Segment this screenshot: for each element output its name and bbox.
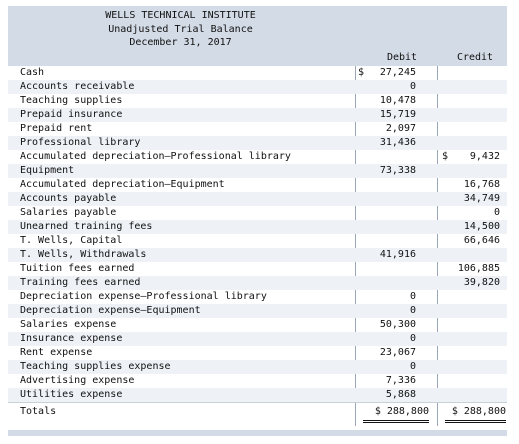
statement-date: December 31, 2017 xyxy=(129,37,232,48)
table-row: Tuition fees earned 106,885 xyxy=(8,262,507,276)
account-name: Salaries payable xyxy=(20,207,117,218)
account-name: Unearned training fees xyxy=(20,221,153,232)
credit-amount: 14,500 xyxy=(463,221,500,232)
table-row: Insurance expense 0 xyxy=(8,332,507,346)
table-row: Professional library 31,436 xyxy=(8,136,507,150)
account-name: T. Wells, Withdrawals xyxy=(20,249,147,260)
account-name: Accumulated depreciation—Equipment xyxy=(20,179,225,190)
account-name: Utilities expense xyxy=(20,389,123,400)
table-row: Unearned training fees 14,500 xyxy=(8,220,507,234)
totals-label: Totals xyxy=(20,406,57,417)
credit-amount: 66,646 xyxy=(463,235,500,246)
credit-currency: $ xyxy=(442,151,449,162)
account-name: T. Wells, Capital xyxy=(20,235,123,246)
totals-row: Totals $ 288,800 $ 288,800 xyxy=(8,402,507,423)
credit-amount: 9,432 xyxy=(469,151,500,162)
account-name: Training fees earned xyxy=(20,277,141,288)
totals-debit: $ 288,800 xyxy=(363,403,429,423)
statement-title: Unadjusted Trial Balance xyxy=(108,24,253,35)
account-name: Professional library xyxy=(20,137,141,148)
debit-currency: $ xyxy=(358,67,365,78)
debit-column-header: Debit xyxy=(386,52,418,63)
table-row: Training fees earned 39,820 xyxy=(8,276,507,290)
account-name: Salaries expense xyxy=(20,319,117,330)
debit-amount: 5,868 xyxy=(385,389,416,400)
account-name: Accumulated depreciation—Professional li… xyxy=(20,151,291,162)
credit-column-header: Credit xyxy=(456,52,494,63)
table-row: Accounts payable 34,749 xyxy=(8,192,507,206)
table-row: Accounts receivable 0 xyxy=(8,80,507,94)
table-row: Prepaid insurance 15,719 xyxy=(8,108,507,122)
credit-amount: 39,820 xyxy=(463,277,500,288)
debit-amount: 0 xyxy=(409,81,416,92)
table-row: Prepaid rent 2,097 xyxy=(8,122,507,136)
table-row: T. Wells, Capital 66,646 xyxy=(8,234,507,248)
credit-amount: 16,768 xyxy=(463,179,500,190)
column-divider-debit xyxy=(355,66,356,426)
debit-amount: 0 xyxy=(409,291,416,302)
debit-amount: 73,338 xyxy=(379,165,416,176)
table-row: Salaries expense 50,300 xyxy=(8,318,507,332)
table-row: Cash $27,245 xyxy=(8,66,507,80)
column-divider-credit xyxy=(437,66,438,426)
debit-amount: 2,097 xyxy=(385,123,416,134)
account-name: Cash xyxy=(20,67,45,78)
account-name: Insurance expense xyxy=(20,333,123,344)
account-name: Teaching supplies expense xyxy=(20,361,171,372)
debit-amount: 31,436 xyxy=(379,137,416,148)
debit-amount: 27,245 xyxy=(379,67,416,78)
debit-amount: 0 xyxy=(409,305,416,316)
debit-amount: 7,336 xyxy=(385,375,416,386)
trial-balance-rows: Cash $27,245 Accounts receivable 0 Teaching … xyxy=(8,66,507,402)
table-row: Teaching supplies expense 0 xyxy=(8,360,507,374)
table-row: Salaries payable 0 xyxy=(8,206,507,220)
table-row: Depreciation expense—Professional librar… xyxy=(8,290,507,304)
credit-amount: 0 xyxy=(493,207,500,218)
credit-amount: 106,885 xyxy=(457,263,500,274)
table-row: Rent expense 23,067 xyxy=(8,346,507,360)
debit-amount: 0 xyxy=(409,361,416,372)
table-row: Utilities expense 5,868 xyxy=(8,388,507,402)
debit-amount: 10,478 xyxy=(379,95,416,106)
table-row: Equipment 73,338 xyxy=(8,164,507,178)
debit-amount: 50,300 xyxy=(379,319,416,330)
account-name: Tuition fees earned xyxy=(20,263,135,274)
account-name: Advertising expense xyxy=(20,375,135,386)
debit-amount: 41,916 xyxy=(379,249,416,260)
account-name: Depreciation expense—Equipment xyxy=(20,305,201,316)
debit-amount: 23,067 xyxy=(379,347,416,358)
table-row: Depreciation expense—Equipment 0 xyxy=(8,304,507,318)
account-name: Accounts receivable xyxy=(20,81,135,92)
account-name: Accounts payable xyxy=(20,193,117,204)
company-name: WELLS TECHNICAL INSTITUTE xyxy=(105,10,256,21)
debit-amount: 0 xyxy=(409,333,416,344)
table-row: Accumulated depreciation—Professional li… xyxy=(8,150,507,164)
table-row: Accumulated depreciation—Equipment 16,768 xyxy=(8,178,507,192)
table-row: T. Wells, Withdrawals 41,916 xyxy=(8,248,507,262)
totals-credit: $ 288,800 xyxy=(445,403,506,423)
account-name: Depreciation expense—Professional librar… xyxy=(20,291,267,302)
account-name: Prepaid insurance xyxy=(20,109,123,120)
account-name: Equipment xyxy=(20,165,75,176)
debit-amount: 15,719 xyxy=(379,109,416,120)
header-panel: WELLS TECHNICAL INSTITUTE Unadjusted Tri… xyxy=(8,6,507,66)
credit-amount: 34,749 xyxy=(463,193,500,204)
table-row: Teaching supplies 10,478 xyxy=(8,94,507,108)
account-name: Rent expense xyxy=(20,347,93,358)
footer-bar xyxy=(8,430,507,436)
account-name: Prepaid rent xyxy=(20,123,93,134)
account-name: Teaching supplies xyxy=(20,95,123,106)
table-row: Advertising expense 7,336 xyxy=(8,374,507,388)
